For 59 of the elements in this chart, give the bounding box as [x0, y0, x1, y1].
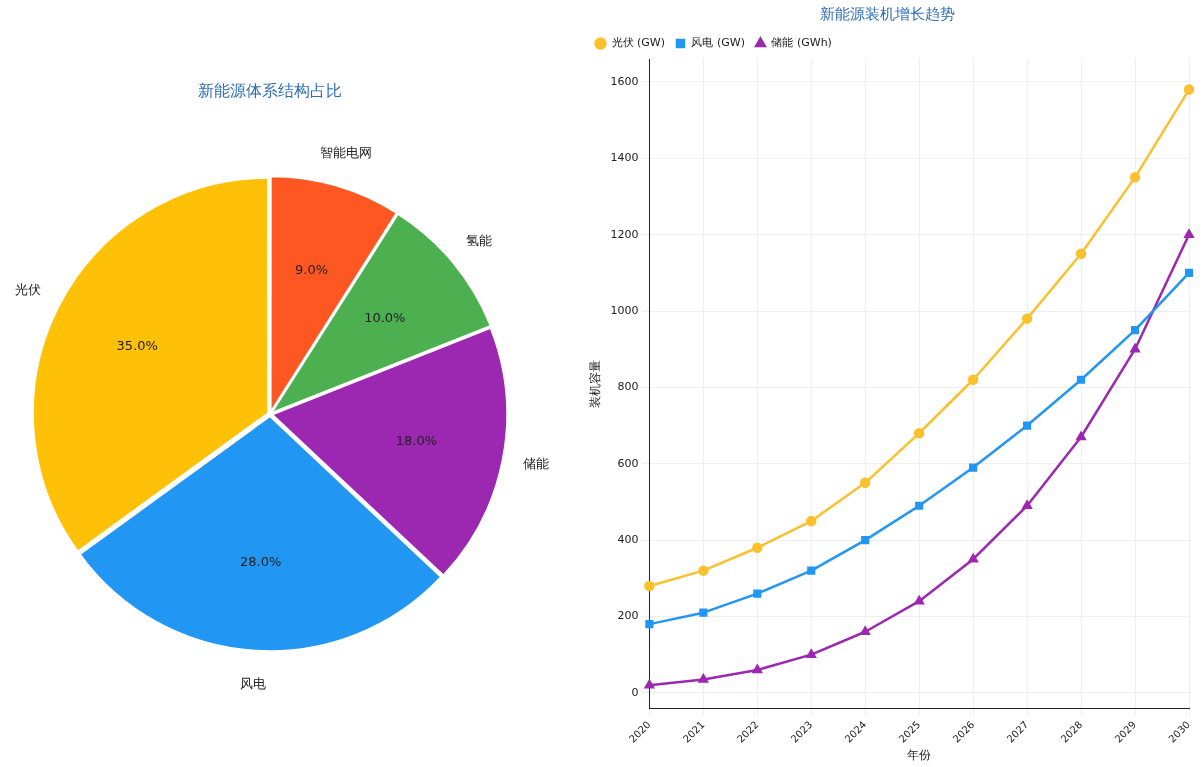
point — [644, 580, 655, 592]
point — [807, 566, 816, 575]
y-tick-label: 1000 — [610, 303, 639, 317]
point — [1075, 248, 1087, 259]
slice-label: 智能电网 — [319, 145, 372, 161]
point — [753, 589, 762, 598]
point — [1022, 500, 1032, 509]
point — [1023, 421, 1032, 430]
data-label: 18.0% — [395, 433, 438, 449]
point — [968, 553, 978, 563]
slice-label: 储能 — [523, 456, 550, 472]
legend-label: 光伏 (GW) — [611, 36, 665, 50]
point — [698, 674, 709, 683]
y-tick-label: 400 — [617, 532, 639, 546]
slice-label: 风电 — [239, 676, 266, 692]
y-tick-label: 0 — [631, 685, 639, 699]
y-tick-label: 1200 — [610, 227, 639, 241]
point — [861, 536, 870, 545]
y-tick-label: 800 — [617, 380, 639, 394]
point — [1077, 375, 1086, 384]
y-axis-title: 装机容量 — [588, 359, 603, 408]
data-label: 10.0% — [364, 310, 406, 326]
point — [969, 463, 978, 472]
point — [644, 679, 655, 689]
point — [752, 542, 763, 553]
data-label: 28.0% — [239, 554, 282, 570]
point — [699, 608, 708, 617]
chart-title: 新能源装机增长趋势 — [819, 4, 955, 23]
point — [967, 374, 979, 385]
slice-label: 光伏 — [15, 282, 42, 298]
slice-label: 氢能 — [465, 232, 492, 248]
y-tick-label: 1600 — [610, 74, 639, 88]
point — [1183, 84, 1195, 95]
legend-label: 风电 (GW) — [691, 36, 745, 50]
point — [698, 565, 709, 576]
point — [859, 477, 871, 489]
y-tick-label: 600 — [617, 456, 639, 470]
chart-title: 新能源体系结构占比 — [198, 80, 342, 100]
point — [1130, 343, 1140, 353]
legend-label: 储能 (GWh) — [771, 36, 832, 50]
point — [914, 595, 924, 605]
point — [1129, 172, 1141, 183]
point — [1021, 313, 1033, 324]
y-tick-label: 200 — [617, 609, 639, 623]
x-axis-title: 年份 — [907, 747, 932, 762]
point — [1184, 268, 1194, 277]
point — [1076, 431, 1086, 441]
y-tick-label: 1400 — [610, 151, 639, 165]
data-label: 35.0% — [116, 337, 158, 353]
point — [806, 515, 817, 527]
point — [1184, 229, 1194, 238]
point — [752, 664, 763, 674]
point — [806, 649, 816, 658]
point — [913, 427, 925, 439]
data-label: 9.0% — [295, 262, 329, 278]
point — [645, 620, 654, 629]
point — [860, 626, 870, 635]
point — [915, 501, 924, 510]
point — [1130, 326, 1140, 335]
